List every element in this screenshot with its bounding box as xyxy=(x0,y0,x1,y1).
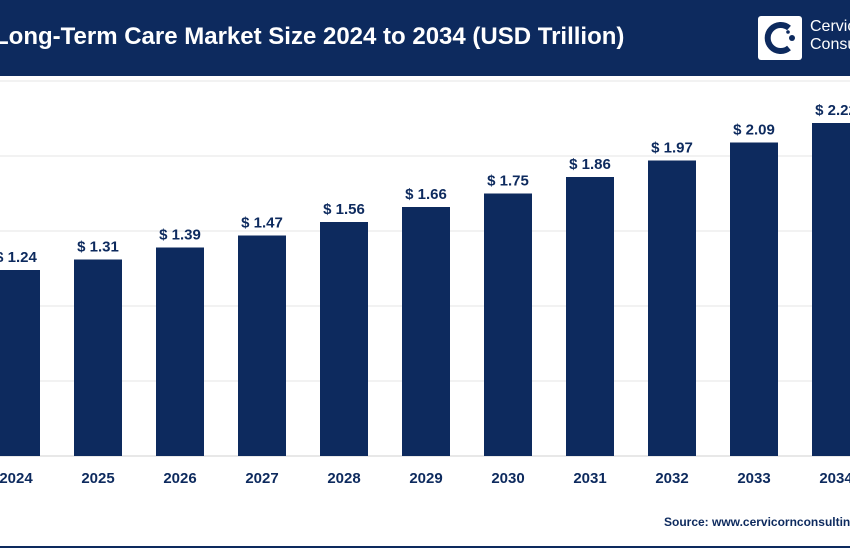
bar-2026 xyxy=(156,247,204,456)
bottom-divider xyxy=(0,546,850,548)
bar-2030 xyxy=(484,193,532,456)
value-label-2025: $ 1.31 xyxy=(77,239,119,256)
value-label-2033: $ 2.09 xyxy=(733,122,775,139)
x-tick-label-2025: 2025 xyxy=(81,470,114,487)
x-tick-label-2024: 2024 xyxy=(0,470,33,487)
bar-2032 xyxy=(648,160,696,456)
x-tick-label-2031: 2031 xyxy=(573,470,606,487)
bar-2029 xyxy=(402,207,450,456)
bars xyxy=(0,123,850,456)
value-label-2032: $ 1.97 xyxy=(651,140,693,157)
bar-2028 xyxy=(320,222,368,456)
brand-name-line2: Consulting xyxy=(810,36,850,53)
value-label-2026: $ 1.39 xyxy=(159,227,201,244)
x-tick-label-2027: 2027 xyxy=(245,470,278,487)
value-label-2034: $ 2.22 xyxy=(815,102,850,119)
value-label-2029: $ 1.66 xyxy=(405,186,447,203)
bar-2027 xyxy=(238,235,286,456)
value-label-2027: $ 1.47 xyxy=(241,215,283,232)
x-tick-label-2028: 2028 xyxy=(327,470,360,487)
bar-2025 xyxy=(74,259,122,456)
value-label-2028: $ 1.56 xyxy=(323,201,365,218)
cervicorn-c-logo-icon xyxy=(758,16,802,60)
x-tick-label-2034: 2034 xyxy=(819,470,850,487)
title-banner: Long-Term Care Market Size 2024 to 2034 … xyxy=(0,0,850,76)
brand-name: Cervicorn Consulting xyxy=(810,18,850,54)
bar-2033 xyxy=(730,142,778,456)
value-label-2024: $ 1.24 xyxy=(0,249,38,266)
x-tick-label-2026: 2026 xyxy=(163,470,196,487)
x-tick-label-2029: 2029 xyxy=(409,470,442,487)
x-tick-labels: 2024 2025 2026 2027 2028 2029 2030 2031 2032 2033… xyxy=(0,470,850,487)
bar-chart: $ 1.24 $ 1.31 $ 1.39 $ 1.47 $ 1.56 $ 1.66 $ 1.… xyxy=(0,80,850,487)
source-note: Source: www.cervicornconsulting.com xyxy=(664,515,850,529)
chart-title: Long-Term Care Market Size 2024 to 2034 … xyxy=(0,23,625,50)
value-label-2031: $ 1.86 xyxy=(569,156,611,173)
bar-2031 xyxy=(566,177,614,456)
bar-2024 xyxy=(0,270,40,456)
brand-logo: Cervicorn Consulting xyxy=(758,16,850,62)
value-labels: $ 1.24 $ 1.31 $ 1.39 $ 1.47 $ 1.56 $ 1.66 $ 1.… xyxy=(0,102,850,266)
x-tick-label-2033: 2033 xyxy=(737,470,770,487)
brand-name-line1: Cervicorn xyxy=(810,18,850,35)
x-tick-label-2030: 2030 xyxy=(491,470,524,487)
bar-2034 xyxy=(812,123,850,456)
x-tick-label-2032: 2032 xyxy=(655,470,688,487)
value-label-2030: $ 1.75 xyxy=(487,173,529,190)
